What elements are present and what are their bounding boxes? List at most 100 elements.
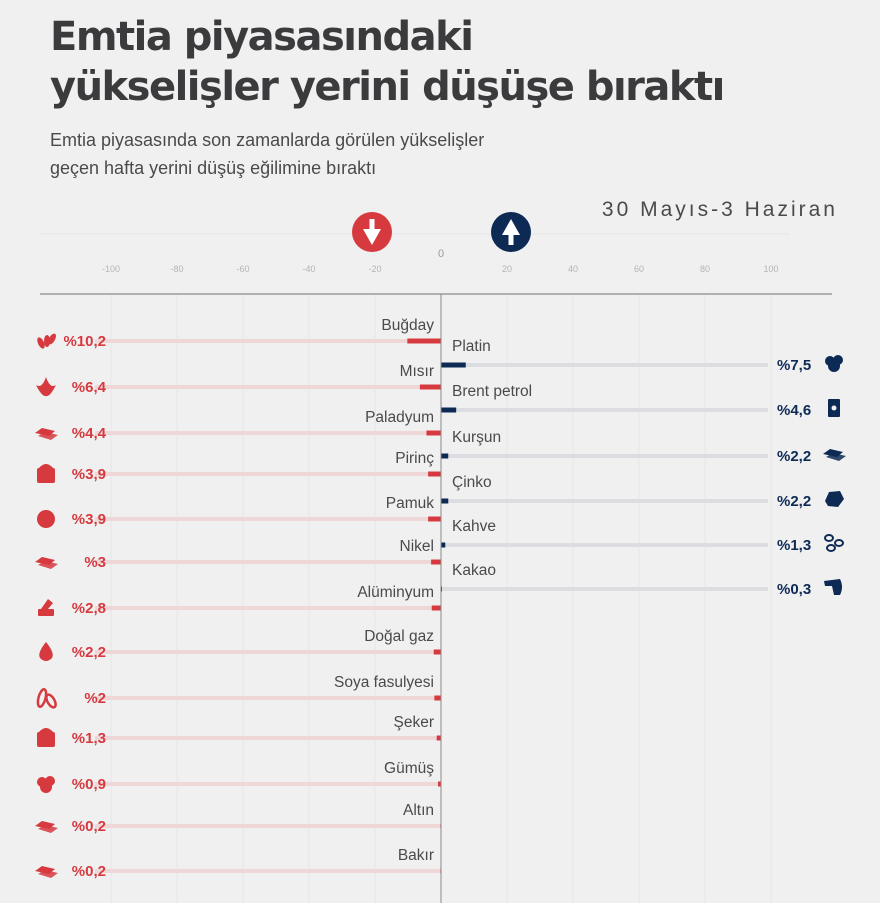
metal-bar-icon bbox=[35, 557, 58, 569]
category-label: Paladyum bbox=[365, 409, 434, 426]
gridlines bbox=[110, 294, 772, 903]
wheat-icon bbox=[37, 333, 56, 349]
soybean-icon bbox=[36, 688, 57, 709]
bar-row-negative: Nikel %3 bbox=[35, 538, 441, 571]
bar bbox=[428, 516, 441, 522]
bar-row-negative: Buğday %10,2 bbox=[37, 317, 441, 350]
bar-track bbox=[95, 606, 441, 610]
bar-row-negative: Pirinç %3,9 bbox=[37, 450, 441, 483]
value-label: %0,9 bbox=[72, 776, 106, 793]
value-label: %6,4 bbox=[72, 379, 107, 396]
bar-row-negative: Pamuk %3,9 bbox=[37, 495, 441, 528]
category-label: Kurşun bbox=[452, 429, 501, 446]
bar-row-positive: Brent petrol %4,6 bbox=[441, 383, 840, 419]
value-label: %0,2 bbox=[72, 818, 106, 835]
date-range: 30 Mayıs-3 Haziran bbox=[601, 198, 838, 221]
bar-track bbox=[95, 385, 441, 389]
bar-track bbox=[441, 454, 768, 458]
bar-track bbox=[95, 824, 441, 828]
metal-bar-icon bbox=[35, 428, 58, 440]
category-label: Altın bbox=[403, 802, 434, 819]
category-label: Mısır bbox=[400, 363, 434, 380]
value-label: %2,8 bbox=[72, 600, 106, 617]
x-tick-label: 80 bbox=[700, 264, 710, 274]
bar bbox=[431, 559, 441, 565]
cotton-icon bbox=[37, 510, 55, 528]
category-label: Şeker bbox=[394, 714, 435, 731]
bar-track bbox=[95, 472, 441, 476]
bar bbox=[419, 384, 441, 390]
bar bbox=[431, 605, 441, 611]
category-label: Platin bbox=[452, 338, 491, 355]
x-tick-label: 60 bbox=[634, 264, 644, 274]
bar bbox=[436, 735, 441, 741]
arrow-up-circle-icon bbox=[491, 212, 531, 252]
x-tick-label: -40 bbox=[302, 264, 315, 274]
bar-track bbox=[441, 587, 768, 591]
bar-row-positive: Çinko %2,2 bbox=[441, 474, 844, 510]
bar bbox=[441, 498, 449, 504]
bar-track bbox=[95, 696, 441, 700]
bar-track bbox=[441, 363, 768, 367]
x-tick-label: 0 bbox=[438, 248, 444, 260]
category-label: Çinko bbox=[452, 474, 492, 491]
bar bbox=[426, 430, 441, 436]
rice-sack-icon bbox=[37, 464, 55, 483]
arrow-down-circle-icon bbox=[352, 212, 392, 252]
value-label: %3,9 bbox=[72, 466, 106, 483]
value-label: %4,6 bbox=[777, 402, 811, 419]
bar-track bbox=[95, 869, 441, 873]
platinum-nugget-icon bbox=[825, 355, 843, 372]
bar-row-negative: Soya fasulyesi %2 bbox=[36, 674, 441, 709]
category-label: Pamuk bbox=[386, 495, 434, 512]
value-label: %2,2 bbox=[777, 448, 811, 465]
bar bbox=[434, 695, 441, 701]
bar bbox=[433, 649, 441, 655]
bar bbox=[428, 471, 441, 477]
x-axis-ticks: -100 -80 -60 -40 -20 0 20 40 60 80 100 bbox=[102, 248, 779, 274]
value-label: %3,9 bbox=[72, 511, 106, 528]
x-tick-label: -20 bbox=[368, 264, 381, 274]
sugar-sack-icon bbox=[37, 728, 55, 747]
gas-flame-icon bbox=[39, 642, 53, 661]
subtitle-line-2: geçen hafta yerini düşüş eğilimine bırak… bbox=[50, 158, 377, 178]
aluminium-icon bbox=[38, 599, 54, 616]
value-label: %0,3 bbox=[777, 581, 811, 598]
value-label: %1,3 bbox=[777, 537, 811, 554]
corn-icon bbox=[36, 377, 56, 397]
x-tick-label: -100 bbox=[102, 264, 120, 274]
zinc-ore-icon bbox=[825, 491, 844, 507]
value-label: %2,2 bbox=[777, 493, 811, 510]
x-tick-label: 40 bbox=[568, 264, 578, 274]
category-label: Doğal gaz bbox=[364, 628, 434, 645]
category-label: Pirinç bbox=[395, 450, 434, 467]
copper-bar-icon bbox=[35, 866, 58, 878]
bar bbox=[441, 407, 457, 413]
value-label: %2,2 bbox=[72, 644, 106, 661]
category-label: Gümüş bbox=[384, 760, 434, 777]
x-tick-label: -60 bbox=[236, 264, 249, 274]
gold-bar-icon bbox=[35, 821, 58, 833]
x-tick-label: 100 bbox=[763, 264, 778, 274]
bar bbox=[441, 362, 466, 368]
bar-row-negative: Altın %0,2 bbox=[35, 802, 441, 835]
category-label: Nikel bbox=[400, 538, 434, 555]
value-label: %10,2 bbox=[63, 333, 106, 350]
value-label: %7,5 bbox=[777, 357, 811, 374]
bar-track bbox=[95, 431, 441, 435]
legend bbox=[352, 212, 531, 252]
value-label: %1,3 bbox=[72, 730, 106, 747]
page-title: Emtia piyasasındaki yükselişler yerini d… bbox=[50, 12, 725, 112]
coffee-beans-icon bbox=[824, 534, 844, 552]
oil-barrel-icon bbox=[828, 399, 840, 417]
value-label: %3 bbox=[84, 554, 106, 571]
bar-row-positive: Kurşun %2,2 bbox=[441, 429, 846, 465]
bar bbox=[438, 781, 441, 787]
category-label: Brent petrol bbox=[452, 383, 532, 400]
value-label: %0,2 bbox=[72, 863, 106, 880]
bar-track bbox=[95, 650, 441, 654]
bar-track bbox=[95, 517, 441, 521]
bar-track bbox=[95, 736, 441, 740]
category-label: Kahve bbox=[452, 518, 496, 535]
